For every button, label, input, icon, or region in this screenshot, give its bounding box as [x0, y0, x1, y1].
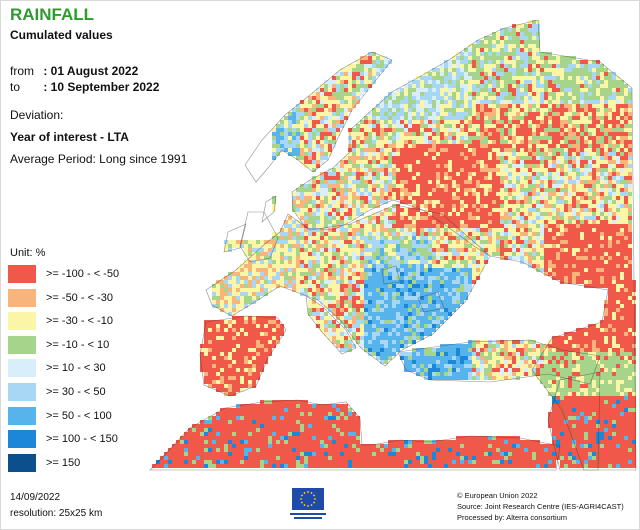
european-commission-logo	[290, 488, 326, 519]
country-borders	[149, 19, 637, 471]
credit-copyright: © European Union 2022	[457, 491, 538, 500]
legend-label: >= -10 - < 10	[46, 338, 110, 351]
legend-swatch	[8, 312, 36, 331]
credit-processed: Processed by: Alterra consortium	[457, 513, 568, 522]
credit-source: Source: Joint Research Centre (IES-AGRI4…	[457, 502, 624, 511]
legend-label: >= -30 - < -10	[46, 315, 113, 328]
rainfall-cells	[152, 20, 636, 468]
from-value: : 01 August 2022	[43, 64, 139, 78]
legend-swatch	[8, 453, 36, 472]
legend-label: >= 150	[46, 456, 81, 469]
period-from: from : 01 August 2022	[10, 64, 138, 78]
from-label: from	[10, 64, 34, 78]
legend-swatch	[8, 265, 36, 283]
year-of-interest: Year of interest - LTA	[10, 130, 129, 144]
map-title: RAINFALL	[10, 5, 95, 24]
legend-swatch	[8, 382, 36, 401]
legend-unit: Unit: %	[10, 247, 46, 259]
legend-swatch	[8, 288, 36, 307]
to-value: : 10 September 2022	[43, 80, 160, 94]
rainfall-map	[149, 19, 637, 471]
legend-swatch	[8, 406, 36, 425]
legend-label: >= 10 - < 30	[46, 362, 106, 375]
period-to: to : 10 September 2022	[10, 80, 159, 94]
legend-label: >= -50 - < -30	[46, 291, 113, 304]
legend-label: >= -100 - < -50	[46, 268, 120, 280]
issue-date: 14/09/2022	[10, 492, 61, 503]
legend-swatch	[8, 430, 36, 449]
legend-label: >= 50 - < 100	[46, 409, 112, 422]
legend-swatch	[8, 335, 36, 354]
legend-label: >= 100 - < 150	[46, 433, 118, 446]
average-period: Average Period: Long since 1991	[10, 152, 188, 166]
legend-swatch	[8, 359, 36, 378]
deviation-label: Deviation:	[10, 108, 64, 122]
map-subtitle: Cumulated values	[10, 28, 113, 42]
credits: © European Union 2022 Source: Joint Rese…	[457, 490, 624, 523]
to-label: to	[10, 80, 21, 94]
resolution: resolution: 25x25 km	[10, 508, 103, 519]
legend-label: >= 30 - < 50	[46, 385, 106, 398]
